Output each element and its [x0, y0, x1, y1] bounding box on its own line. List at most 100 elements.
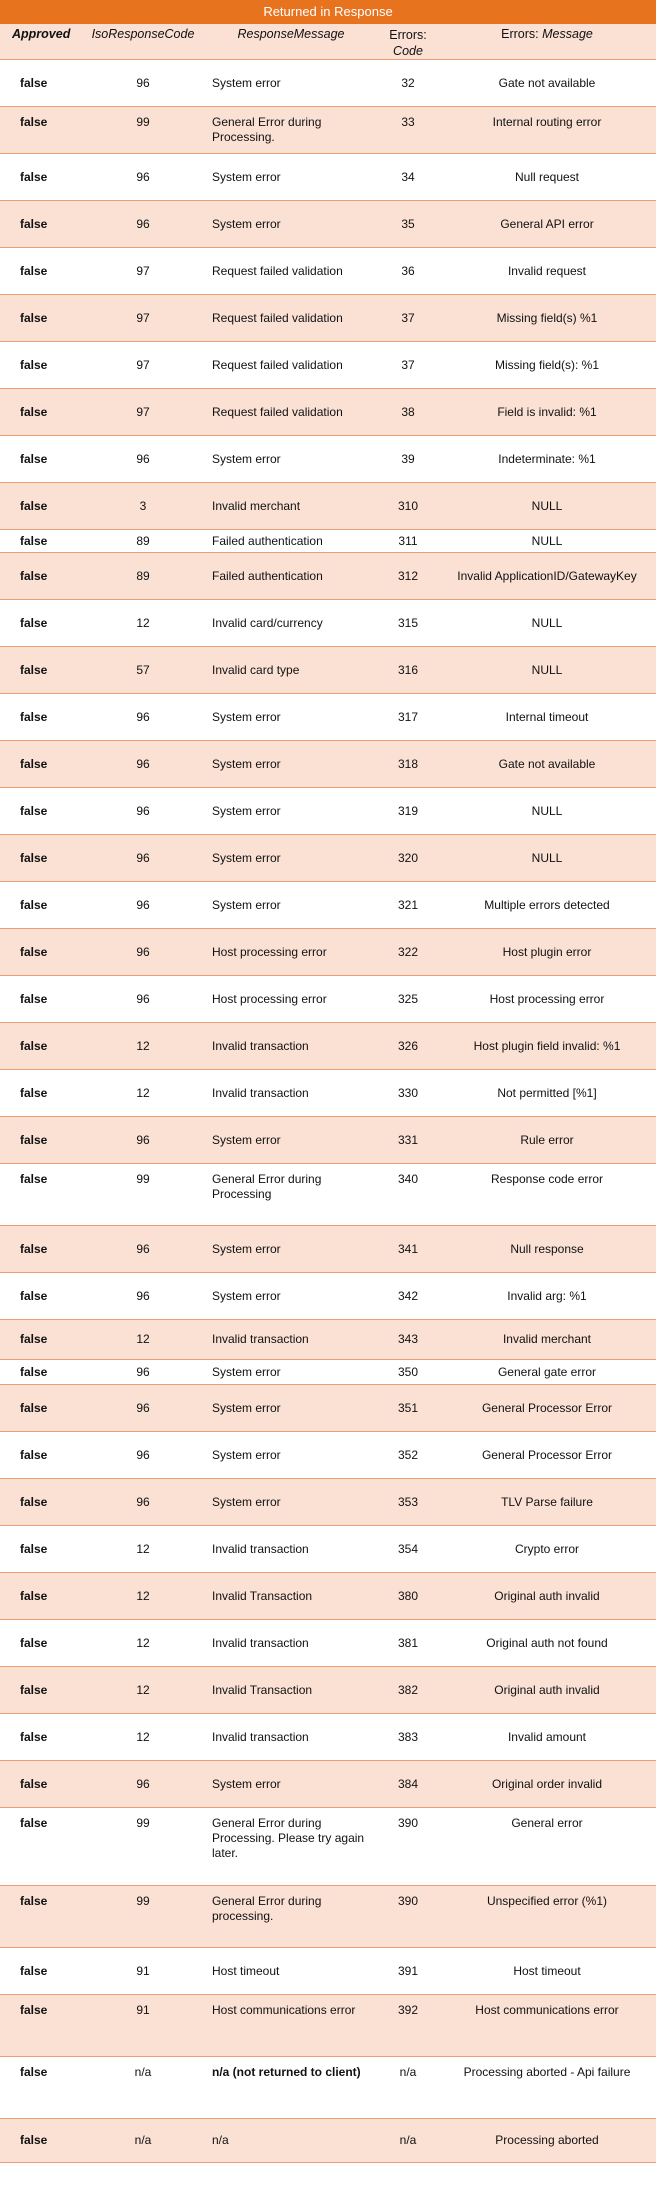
table-row: false n/a n/a (not returned to client) n/a P… [0, 2056, 656, 2119]
cell-approved: false [0, 435, 82, 483]
response-codes-table: Approved IsoResponseCode ResponseMessage… [0, 24, 656, 2163]
cell-approved: false [0, 1478, 82, 1526]
cell-approved: false [0, 693, 82, 741]
cell-response-message: Invalid transaction [204, 1022, 378, 1070]
table-row: false 96 System error 319 NULL [0, 787, 656, 835]
table-row: false 12 Invalid transaction 381 Original au… [0, 1619, 656, 1667]
cell-response-message: General Error during Processing. Please … [204, 1807, 378, 1886]
table-row: false 96 System error 34 Null request [0, 153, 656, 201]
cell-error-code: 311 [378, 529, 438, 553]
table-header-row: Approved IsoResponseCode ResponseMessage… [0, 24, 656, 60]
cell-error-message: Null request [438, 153, 656, 201]
table-row: false 96 System error 342 Invalid arg: %1 [0, 1272, 656, 1320]
cell-iso-response-code: 89 [82, 552, 204, 600]
table-body: false 96 System error 32 Gate not available f… [0, 59, 656, 2163]
table-row: false 96 System error 341 Null response [0, 1225, 656, 1273]
cell-approved: false [0, 787, 82, 835]
cell-error-code: 310 [378, 482, 438, 530]
cell-iso-response-code: 96 [82, 740, 204, 788]
cell-error-message: Multiple errors detected [438, 881, 656, 929]
cell-error-message: Gate not available [438, 59, 656, 107]
cell-response-message: System error [204, 1272, 378, 1320]
cell-error-message: Original order invalid [438, 1760, 656, 1808]
cell-error-code: 318 [378, 740, 438, 788]
cell-error-message: Invalid merchant [438, 1319, 656, 1360]
cell-error-code: 32 [378, 59, 438, 107]
cell-error-message: Null response [438, 1225, 656, 1273]
cell-response-message: System error [204, 1760, 378, 1808]
cell-error-message: General error [438, 1807, 656, 1886]
cell-error-code: 39 [378, 435, 438, 483]
cell-response-message: Request failed validation [204, 247, 378, 295]
cell-response-message: System error [204, 1116, 378, 1164]
cell-error-message: Host plugin error [438, 928, 656, 976]
cell-error-message: NULL [438, 834, 656, 882]
cell-error-code: 390 [378, 1807, 438, 1886]
cell-approved: false [0, 1225, 82, 1273]
cell-error-message: TLV Parse failure [438, 1478, 656, 1526]
cell-error-code: 320 [378, 834, 438, 882]
cell-response-message: n/a (not returned to client) [204, 2056, 378, 2119]
table-row: false 97 Request failed validation 37 Missin… [0, 341, 656, 389]
cell-iso-response-code: 12 [82, 1319, 204, 1360]
header-errors-code-line2: Code [393, 44, 423, 58]
table-row: false 96 System error 331 Rule error [0, 1116, 656, 1164]
cell-iso-response-code: 91 [82, 1947, 204, 1995]
cell-iso-response-code: 96 [82, 928, 204, 976]
cell-iso-response-code: 97 [82, 247, 204, 295]
cell-error-message: General API error [438, 200, 656, 248]
cell-iso-response-code: 12 [82, 1069, 204, 1117]
cell-error-code: 390 [378, 1885, 438, 1948]
cell-error-message: NULL [438, 599, 656, 647]
cell-iso-response-code: 96 [82, 1431, 204, 1479]
table-row: false 91 Host communications error 392 Host … [0, 1994, 656, 2057]
table-row: false n/a n/a n/a Processing aborted [0, 2118, 656, 2163]
cell-error-code: 330 [378, 1069, 438, 1117]
cell-error-message: NULL [438, 482, 656, 530]
cell-error-message: Host timeout [438, 1947, 656, 1995]
cell-iso-response-code: 96 [82, 1478, 204, 1526]
cell-response-message: System error [204, 1225, 378, 1273]
cell-approved: false [0, 552, 82, 600]
cell-response-message: System error [204, 1384, 378, 1432]
cell-error-message: Missing field(s): %1 [438, 341, 656, 389]
cell-error-code: 35 [378, 200, 438, 248]
cell-iso-response-code: 96 [82, 1225, 204, 1273]
table-row: false 12 Invalid transaction 326 Host plugin… [0, 1022, 656, 1070]
cell-approved: false [0, 1666, 82, 1714]
cell-iso-response-code: 12 [82, 1666, 204, 1714]
table-row: false 97 Request failed validation 37 Missin… [0, 294, 656, 342]
cell-response-message: Invalid transaction [204, 1713, 378, 1761]
cell-response-message: System error [204, 435, 378, 483]
cell-approved: false [0, 247, 82, 295]
cell-error-code: 353 [378, 1478, 438, 1526]
cell-approved: false [0, 1994, 82, 2057]
cell-response-message: Invalid transaction [204, 1525, 378, 1573]
cell-error-code: 351 [378, 1384, 438, 1432]
table-row: false 12 Invalid transaction 330 Not permitt… [0, 1069, 656, 1117]
cell-error-code: 352 [378, 1431, 438, 1479]
table-title-banner: Returned in Response [0, 0, 656, 24]
table-row: false 57 Invalid card type 316 NULL [0, 646, 656, 694]
cell-approved: false [0, 106, 82, 154]
header-errors-message-italic: Message [542, 27, 593, 41]
cell-response-message: Host processing error [204, 928, 378, 976]
table-row: false 12 Invalid Transaction 380 Original au… [0, 1572, 656, 1620]
cell-approved: false [0, 1619, 82, 1667]
cell-error-message: General Processor Error [438, 1431, 656, 1479]
cell-error-code: 326 [378, 1022, 438, 1070]
cell-response-message: Request failed validation [204, 388, 378, 436]
cell-error-code: 384 [378, 1760, 438, 1808]
cell-error-code: n/a [378, 2118, 438, 2163]
table-row: false 12 Invalid card/currency 315 NULL [0, 599, 656, 647]
cell-iso-response-code: 96 [82, 881, 204, 929]
cell-error-message: Processing aborted - Api failure [438, 2056, 656, 2119]
cell-error-code: 381 [378, 1619, 438, 1667]
cell-approved: false [0, 975, 82, 1023]
table-row: false 97 Request failed validation 36 Invali… [0, 247, 656, 295]
cell-error-message: Processing aborted [438, 2118, 656, 2163]
cell-response-message: Failed authentication [204, 529, 378, 553]
cell-approved: false [0, 1359, 82, 1385]
cell-approved: false [0, 59, 82, 107]
header-errors-code-line1: Errors: [389, 28, 427, 42]
